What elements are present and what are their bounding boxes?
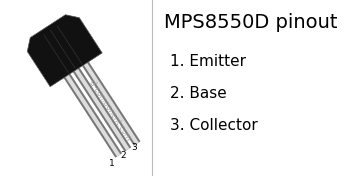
Polygon shape: [72, 66, 131, 152]
Text: 3: 3: [131, 143, 137, 152]
Polygon shape: [64, 73, 120, 157]
Text: 2. Base: 2. Base: [170, 86, 227, 102]
Polygon shape: [62, 72, 122, 158]
Polygon shape: [73, 67, 129, 151]
Polygon shape: [83, 61, 139, 144]
Text: 3. Collector: 3. Collector: [170, 118, 258, 134]
Text: el-component.com: el-component.com: [87, 78, 133, 142]
Text: 1. Emitter: 1. Emitter: [170, 55, 246, 70]
Polygon shape: [81, 60, 141, 146]
Text: 2: 2: [120, 151, 126, 160]
Text: 1: 1: [109, 159, 114, 168]
Text: MPS8550D pinout: MPS8550D pinout: [164, 12, 337, 32]
Polygon shape: [27, 15, 102, 87]
